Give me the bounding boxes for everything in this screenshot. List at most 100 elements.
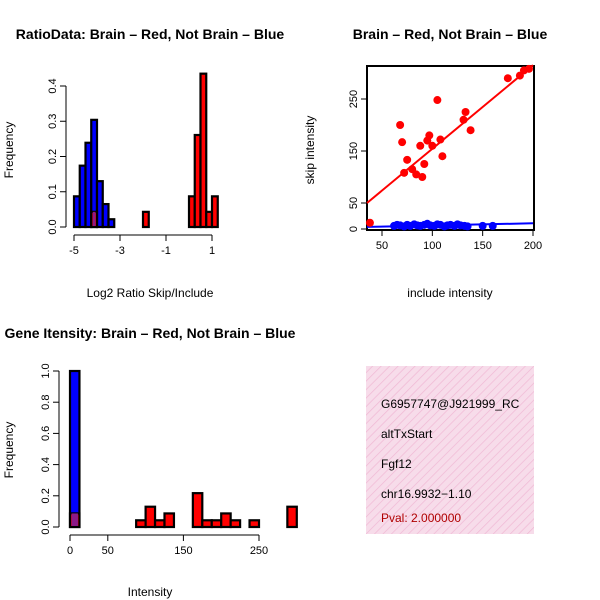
intensity-scatter-panel: Brain – Red, Not Brain – Blue 050150250 … [303,26,547,300]
gene-intensity-x-label: Intensity [128,585,173,599]
event-info-location: chr16.9932−1.10 [381,487,472,501]
ratio-histogram-y-tick-label: 0.3 [47,114,59,129]
gene-intensity-x-tick-label: 250 [250,545,268,557]
gene-intensity-x-tick-label: 50 [102,545,114,557]
point-brain [428,141,437,150]
point-brain [403,155,412,164]
ratio-histogram-x-tick-label: -5 [69,245,79,257]
gene-intensity-y-axis: 0.0 0.2 0.4 0.6 0.8 1.0 [40,363,60,535]
intensity-scatter-title: Brain – Red, Not Brain – Blue [353,26,548,42]
gene-intensity-bar-brain [201,519,213,529]
point-brain [398,138,407,147]
gene-intensity-y-tick-label: 0.6 [40,426,52,441]
ratio-histogram-x-tick-label: -3 [115,245,125,257]
ratio-histogram-bar-brain [199,72,208,229]
point-brain [466,126,475,135]
point-brain [418,173,427,181]
point-brain [459,115,468,124]
gene-intensity-title: Gene Itensity: Brain – Red, Not Brain – … [5,325,296,341]
ratio-histogram-bar-brain [141,210,150,229]
gene-intensity-bar-brain [286,505,298,529]
gene-intensity-panel: Gene Itensity: Brain – Red, Not Brain – … [2,325,298,599]
event-info-background [366,366,534,534]
point-brain [396,121,405,129]
intensity-scatter-x-tick-label: 150 [473,240,491,252]
point-brain [400,168,409,177]
event-info-pval: Pval: 2.000000 [381,511,461,525]
intensity-scatter-x-tick-label: 200 [524,240,542,252]
intensity-scatter-y-tick-label: 0 [348,226,360,232]
gene-intensity-x-axis: 0 50 150 250 [67,534,268,557]
point-brain [416,141,425,150]
point-brain [365,218,374,227]
gene-intensity-bar-brain [210,519,223,529]
point-brain [420,160,429,168]
ratio-histogram-bars [72,72,219,229]
point-brain [503,74,512,83]
ratio-histogram-bar-not-brain [101,202,110,229]
fit-line-brain [366,64,534,204]
ratio-histogram-x-tick-label: 1 [209,245,215,257]
event-info-event-type: altTxStart [381,427,433,441]
intensity-scatter-points [365,64,533,231]
intensity-scatter-x-label: include intensity [407,286,492,300]
intensity-scatter-x-tick-label: 50 [376,240,388,252]
intensity-scatter-y-tick-label: 50 [348,197,360,209]
ratio-histogram-panel: RatioData: Brain – Red, Not Brain – Blue… [2,26,284,300]
gene-intensity-y-tick-label: 0.4 [40,457,52,472]
ratio-histogram-title: RatioData: Brain – Red, Not Brain – Blue [16,26,285,42]
ratio-histogram-y-label: Frequency [2,122,16,179]
gene-intensity-bar-brain [163,512,176,529]
point-brain [433,96,442,105]
gene-intensity-y-tick-label: 1.0 [40,363,52,378]
ratio-histogram-y-tick-label: 0.4 [47,78,59,93]
ratio-histogram-y-axis: 0.0 0.1 0.2 0.3 0.4 [47,78,67,235]
gene-intensity-bar-overlap [71,513,78,526]
event-info-panel: G6957747@J921999_RC altTxStart Fgf12 chr… [366,366,534,534]
gene-intensity-y-tick-label: 0.0 [40,519,52,534]
ratio-histogram-bar-brain [210,195,219,229]
point-brain [436,135,445,144]
point-not-brain [488,221,497,230]
point-not-brain [478,221,487,230]
point-brain [461,108,470,116]
point-brain [438,152,447,161]
ratio-histogram-bar-overlap [92,211,96,226]
intensity-scatter-fit-lines [366,64,534,228]
gene-intensity-bars [68,369,298,529]
gene-intensity-x-tick-label: 150 [174,545,192,557]
intensity-scatter-y-tick-label: 150 [348,142,360,160]
intensity-scatter-x-tick-label: 100 [423,240,441,252]
gene-intensity-bar-brain [220,512,232,529]
event-info-probe-id: G6957747@J921999_RC [381,397,520,411]
point-brain [425,131,434,140]
gene-intensity-bar-not-brain [68,369,81,529]
gene-intensity-y-label: Frequency [2,422,16,479]
ratio-histogram-x-tick-label: -1 [161,245,171,257]
intensity-scatter-x-axis: 50 100 150 200 [376,229,542,252]
intensity-scatter-y-label: skip intensity [303,116,317,185]
gene-intensity-y-tick-label: 0.2 [40,488,52,503]
gene-intensity-bar-brain [153,519,166,529]
gene-intensity-bar-brain [229,519,242,529]
gene-intensity-bar-brain [135,519,147,529]
event-info-gene: Fgf12 [381,457,412,471]
ratio-histogram-x-label: Log2 Ratio Skip/Include [87,286,214,300]
point-brain [412,170,421,179]
gene-intensity-bar-brain [144,505,157,529]
gene-intensity-bar-brain [191,492,204,529]
intensity-scatter-plot-box [366,65,535,231]
gene-intensity-y-tick-label: 0.8 [40,395,52,410]
ratio-histogram-y-tick-label: 0.1 [47,184,59,199]
intensity-scatter-y-axis: 0 50 150 250 [348,90,368,232]
ratio-histogram-y-tick-label: 0.2 [47,149,59,164]
point-not-brain [463,222,472,231]
intensity-scatter-y-tick-label: 250 [348,90,360,108]
point-brain [524,64,533,73]
ratio-histogram-y-tick-label: 0.0 [47,219,59,234]
ratio-histogram-bar-not-brain [107,218,116,229]
ratio-histogram-x-axis: -5 -3 -1 1 [69,234,215,257]
gene-intensity-bar-brain [248,519,261,529]
gene-intensity-x-tick-label: 0 [67,545,73,557]
